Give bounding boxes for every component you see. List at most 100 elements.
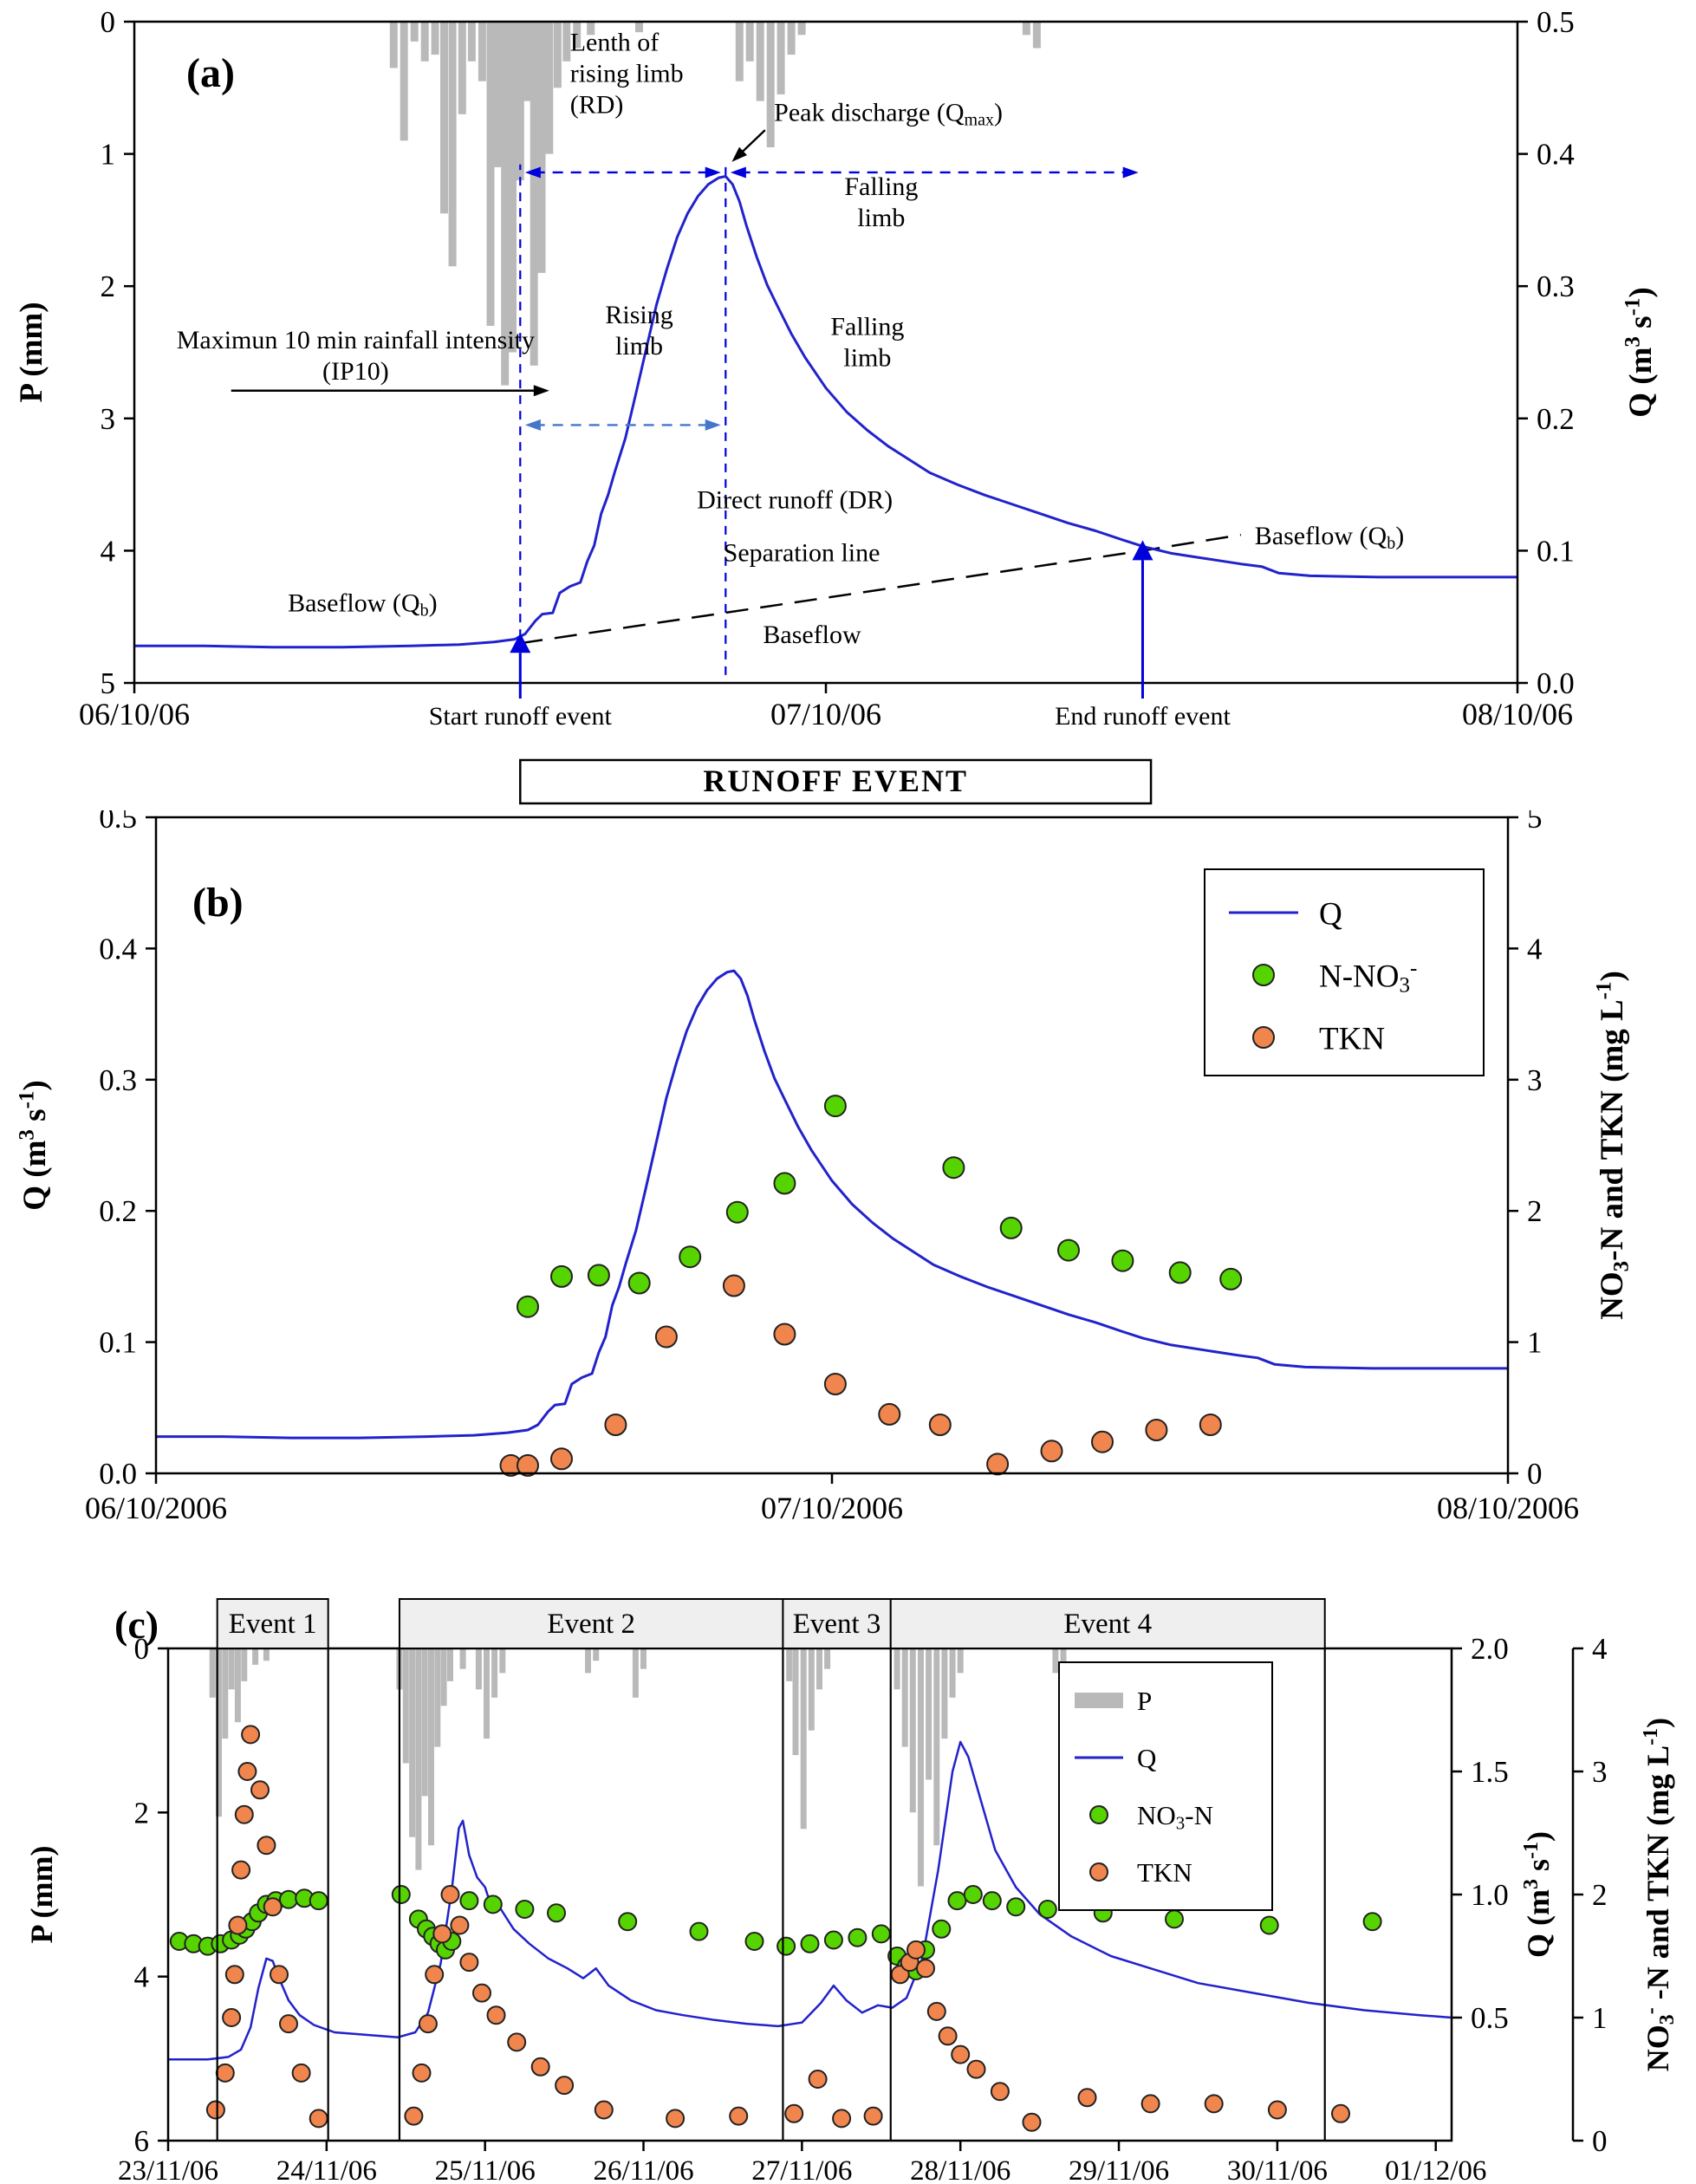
tkn-point <box>425 1965 445 1985</box>
event-box-label: Event 2 <box>547 1609 635 1640</box>
arrow-head <box>730 166 746 179</box>
q-axis-title: Q (m3 s-1) <box>1520 1831 1556 1958</box>
tkn-point <box>808 2070 828 2089</box>
rain-bar <box>448 22 457 267</box>
tkn-point <box>432 1924 452 1944</box>
rain-bar <box>787 22 796 55</box>
rain-bar <box>402 1648 409 1764</box>
tkn-point <box>412 2063 432 2083</box>
rain-bar <box>434 1648 441 1747</box>
arrow-head <box>524 166 541 179</box>
no3-point <box>773 1172 796 1195</box>
y-tick-label: 0.0 <box>99 1457 137 1491</box>
rain-bar <box>640 1648 647 1669</box>
tkn-point <box>1040 1440 1063 1463</box>
tkn-point <box>938 2026 958 2046</box>
x-tick-label: 27/11/06 <box>751 2155 852 2184</box>
p-axis-title: P (mm) <box>14 302 49 402</box>
no3-point <box>1037 1900 1057 1919</box>
rain-bar <box>228 1648 235 1690</box>
no3-point <box>517 1295 539 1318</box>
dot-no3-legend-sample <box>1252 964 1275 986</box>
rain-bar <box>926 1648 932 1780</box>
tkn-point <box>250 1780 270 1800</box>
tkn-point <box>1091 1430 1114 1453</box>
rain-bar <box>501 22 510 386</box>
rain-bar <box>1022 22 1030 36</box>
no3-point <box>1006 1897 1026 1917</box>
rain-bar <box>893 1648 900 1690</box>
y-tick-label: 3 <box>101 402 116 436</box>
tkn-point <box>928 1414 952 1436</box>
y-tick-label: 2 <box>101 270 116 303</box>
y-tick-label: 3 <box>1527 1063 1543 1097</box>
y-tick-label: 2 <box>1527 1194 1543 1228</box>
rain-bar <box>735 22 744 81</box>
annotation-text: Direct runoff (DR) <box>697 486 893 515</box>
no3-point <box>1111 1249 1134 1272</box>
rain-bar <box>263 1648 270 1661</box>
annotation-text: Rising limb <box>605 301 673 361</box>
rain-bar <box>573 22 582 49</box>
annotation-text: Falling limb <box>830 313 904 373</box>
no3-point <box>823 1930 843 1950</box>
no3-point <box>391 1885 411 1904</box>
rain-bar <box>410 22 419 42</box>
no3-point <box>459 1891 479 1911</box>
rain-bar <box>389 22 398 68</box>
no3-point <box>1219 1267 1243 1290</box>
tkn-point <box>1204 2094 1224 2114</box>
tkn-point <box>1331 2103 1350 2123</box>
x-tick-label: 06/10/2006 <box>85 1491 227 1525</box>
legend-box <box>1204 868 1485 1076</box>
rain-bar <box>509 22 517 353</box>
rain-bar <box>1060 1648 1067 1665</box>
event-box-label: Event 3 <box>793 1609 881 1640</box>
event-box <box>889 1598 1326 1649</box>
rain-bar <box>816 1648 822 1690</box>
rain-bar <box>786 1648 793 1681</box>
tkn-point <box>234 1804 254 1824</box>
no3-point <box>999 1216 1023 1239</box>
y-tick-label: 1.5 <box>1471 1755 1509 1789</box>
no3-point <box>744 1932 764 1951</box>
x-tick-label: 25/11/06 <box>435 2155 536 2184</box>
annotation-arrow <box>731 129 766 162</box>
no3-point <box>550 1264 573 1288</box>
x-tick-label: 08/10/06 <box>1462 697 1573 731</box>
y-tick-label: 4 <box>101 534 116 568</box>
tkn-point <box>773 1323 796 1346</box>
dot-tkn-legend-sample <box>1089 1862 1108 1882</box>
rain-bar <box>486 22 495 326</box>
panel-label-c: (c) <box>114 1602 159 1647</box>
tkn-point <box>550 1447 573 1471</box>
rain-bar <box>400 22 408 141</box>
y-tick-label: 2 <box>134 1796 150 1830</box>
no3-point <box>725 1200 749 1224</box>
no3-point <box>547 1903 566 1923</box>
rain-bar <box>431 22 439 55</box>
tkn-point <box>1022 2112 1042 2132</box>
y-tick-label: 1 <box>1527 1326 1543 1360</box>
y-tick-label: 0 <box>134 1632 150 1666</box>
tkn-point <box>486 2005 506 2025</box>
rain-bar <box>933 1648 940 1846</box>
no3-point <box>689 1921 709 1941</box>
x-tick-label: 23/11/06 <box>118 2155 218 2184</box>
no3-point <box>1362 1912 1382 1932</box>
tkn-point <box>906 1940 926 1960</box>
tkn-point <box>1267 2100 1287 2120</box>
rain-bar <box>808 1648 815 1731</box>
rain-bar <box>516 22 524 181</box>
rain-bar <box>957 1648 964 1674</box>
panel-b-chart: 06/10/2006 07/10/2006 08/10/2006 0.0 0.1 0.2 0… <box>16 810 1634 1525</box>
tkn-point <box>228 1915 248 1935</box>
no3-point <box>1165 1909 1184 1929</box>
tkn-point <box>555 2076 575 2096</box>
y-tick-label: 0.1 <box>1537 534 1575 568</box>
y-tick-label: 0.2 <box>1537 402 1575 436</box>
y-tick-label: 1 <box>101 138 116 172</box>
annotation-arrow <box>524 166 721 179</box>
annotation-text: Separation line <box>724 539 880 568</box>
